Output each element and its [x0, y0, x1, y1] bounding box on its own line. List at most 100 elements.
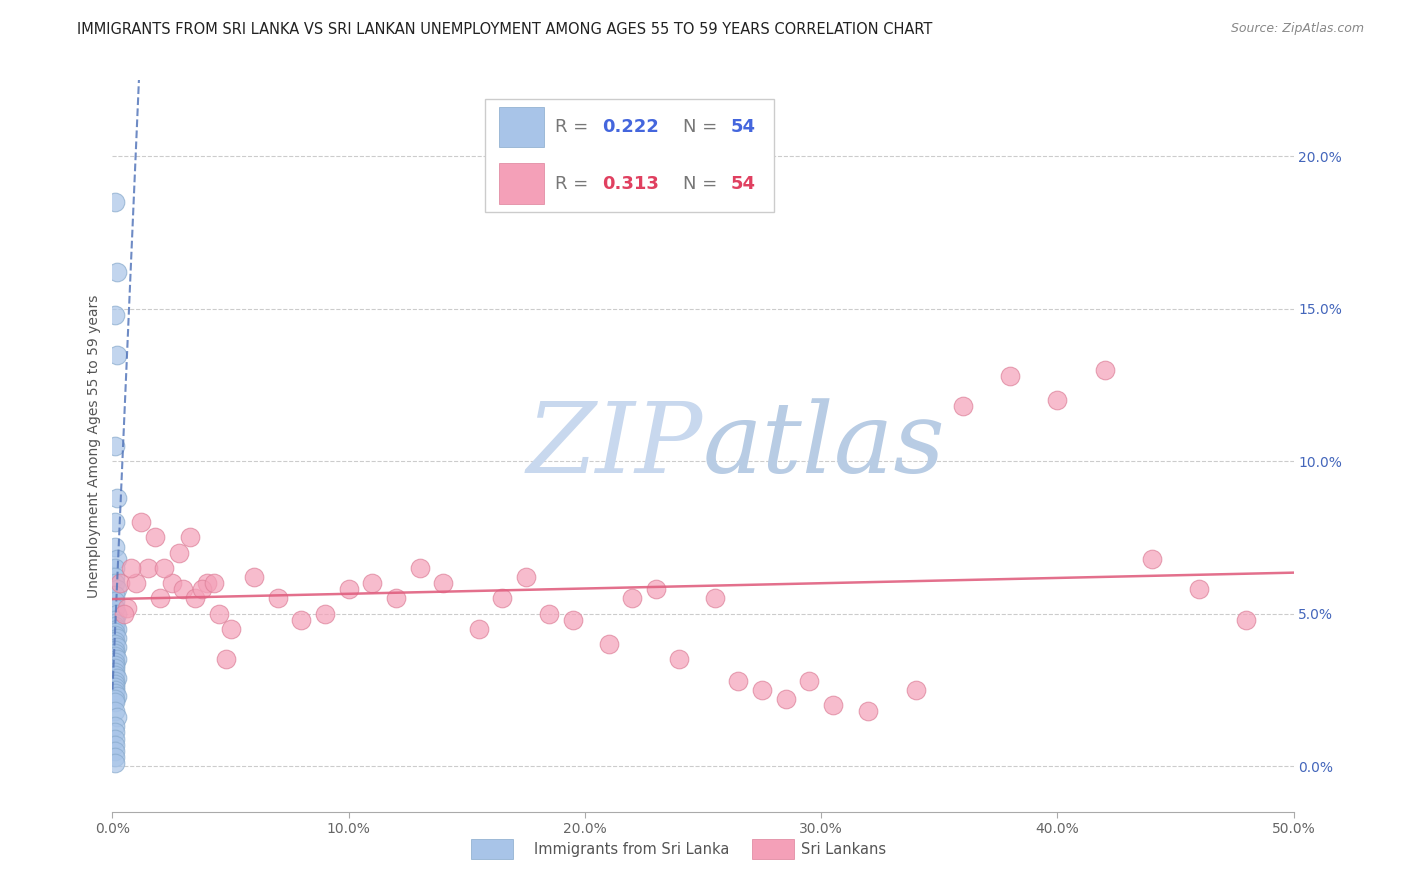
Point — [104, 515, 127, 529]
Text: Source: ZipAtlas.com: Source: ZipAtlas.com — [1230, 22, 1364, 36]
Point — [751, 682, 773, 697]
Point — [184, 591, 207, 606]
Point — [491, 591, 513, 606]
Point — [1188, 582, 1211, 597]
Text: 0.313: 0.313 — [603, 175, 659, 193]
Point — [104, 637, 127, 651]
Point — [104, 665, 127, 679]
Point — [104, 673, 127, 688]
Point — [775, 692, 797, 706]
Point — [160, 576, 183, 591]
Point — [104, 594, 127, 608]
Point — [120, 561, 142, 575]
Text: ZIP: ZIP — [527, 399, 703, 493]
Point — [104, 656, 127, 670]
Text: 0.222: 0.222 — [603, 118, 659, 136]
Point — [104, 695, 127, 709]
Point — [385, 591, 408, 606]
Point — [125, 576, 148, 591]
Point — [621, 591, 644, 606]
Point — [104, 576, 127, 591]
Point — [1046, 393, 1069, 408]
Point — [105, 689, 128, 703]
Point — [104, 692, 127, 706]
Point — [1140, 551, 1163, 566]
Point — [821, 698, 844, 712]
Point — [668, 652, 690, 666]
Point — [136, 561, 159, 575]
Point — [799, 673, 821, 688]
Point — [129, 515, 152, 529]
Point — [104, 615, 127, 630]
Point — [904, 682, 927, 697]
Point — [998, 368, 1021, 383]
Point — [104, 744, 127, 758]
Point — [267, 591, 290, 606]
Point — [104, 628, 127, 642]
Text: 54: 54 — [730, 175, 755, 193]
Point — [104, 634, 127, 648]
Point — [115, 600, 138, 615]
Point — [952, 400, 974, 414]
FancyBboxPatch shape — [499, 163, 544, 203]
Point — [598, 637, 620, 651]
Point — [104, 439, 127, 453]
Point — [105, 582, 128, 597]
Point — [337, 582, 360, 597]
Y-axis label: Unemployment Among Ages 55 to 59 years: Unemployment Among Ages 55 to 59 years — [87, 294, 101, 598]
Text: atlas: atlas — [703, 399, 946, 493]
Point — [104, 658, 127, 673]
Point — [703, 591, 725, 606]
Point — [112, 607, 135, 621]
Point — [105, 347, 128, 362]
Point — [104, 686, 127, 700]
Point — [361, 576, 384, 591]
Point — [104, 731, 127, 746]
Point — [179, 530, 201, 544]
Point — [167, 546, 190, 560]
Point — [105, 652, 128, 666]
Point — [644, 582, 666, 597]
Point — [219, 622, 242, 636]
Point — [538, 607, 561, 621]
Text: IMMIGRANTS FROM SRI LANKA VS SRI LANKAN UNEMPLOYMENT AMONG AGES 55 TO 59 YEARS C: IMMIGRANTS FROM SRI LANKA VS SRI LANKAN … — [77, 22, 932, 37]
Point — [172, 582, 194, 597]
Text: R =: R = — [555, 118, 589, 136]
Point — [562, 613, 585, 627]
Point — [105, 265, 128, 279]
Point — [243, 570, 266, 584]
Point — [104, 756, 127, 770]
Point — [104, 719, 127, 733]
Point — [104, 600, 127, 615]
Point — [104, 738, 127, 752]
Point — [104, 540, 127, 554]
Point — [104, 680, 127, 694]
Point — [314, 607, 336, 621]
Point — [149, 591, 172, 606]
Point — [515, 570, 537, 584]
Point — [202, 576, 225, 591]
Text: 54: 54 — [730, 118, 755, 136]
Point — [104, 649, 127, 664]
Point — [104, 646, 127, 660]
Text: R =: R = — [555, 175, 589, 193]
Text: Immigrants from Sri Lanka: Immigrants from Sri Lanka — [534, 842, 730, 856]
Point — [104, 588, 127, 602]
Point — [858, 704, 880, 718]
Text: N =: N = — [683, 175, 717, 193]
Point — [153, 561, 176, 575]
Point — [432, 576, 454, 591]
Point — [105, 622, 128, 636]
Point — [105, 551, 128, 566]
Point — [104, 749, 127, 764]
Point — [104, 667, 127, 681]
Point — [104, 308, 127, 322]
Point — [290, 613, 312, 627]
Point — [104, 661, 127, 675]
Point — [105, 671, 128, 685]
Point — [104, 624, 127, 639]
Point — [104, 704, 127, 718]
Point — [104, 619, 127, 633]
Point — [105, 491, 128, 505]
Point — [104, 725, 127, 739]
